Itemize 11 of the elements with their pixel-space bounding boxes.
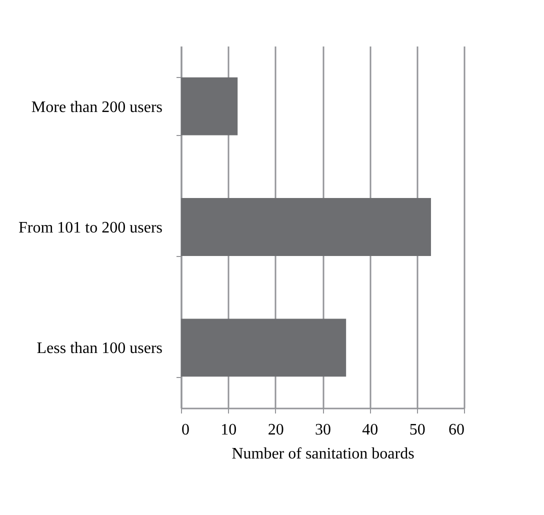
x-tick-label: 0: [182, 422, 190, 438]
x-tick-label: 10: [220, 422, 237, 438]
x-tick-label: 20: [268, 422, 284, 438]
y-tick-label: Less than 100 users: [36, 340, 162, 358]
x-tick-label: 50: [409, 422, 426, 438]
x-tick-label: 40: [362, 422, 378, 438]
y-tick-label: From 101 to 200 users: [18, 220, 162, 236]
x-axis-title: Number of sanitation boards: [232, 446, 414, 462]
y-tick-label: More than 200 users: [31, 98, 162, 116]
x-tick-label: 60: [448, 422, 464, 438]
x-tick-label: 30: [315, 422, 331, 438]
